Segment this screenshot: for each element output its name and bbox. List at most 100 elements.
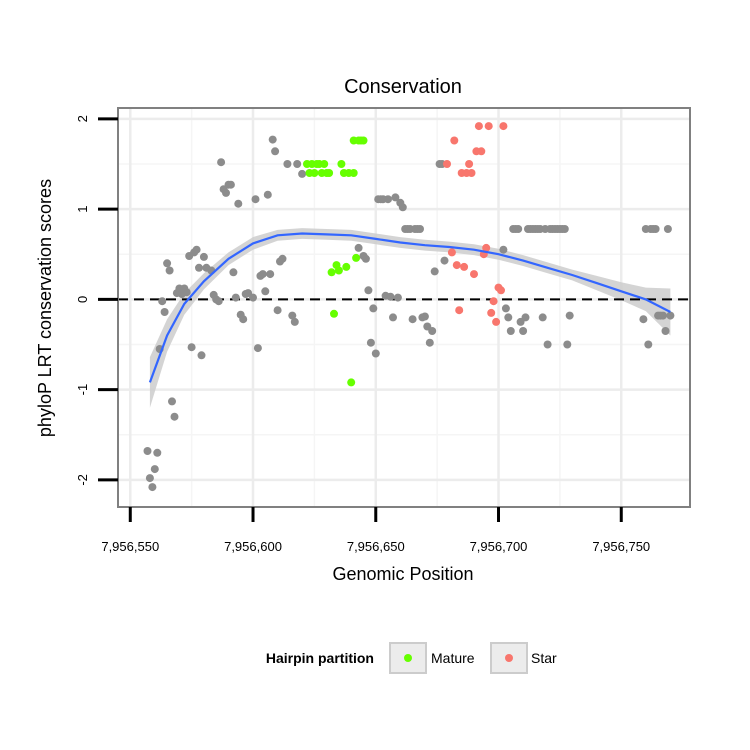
- point-other: [369, 304, 378, 313]
- point-other: [361, 254, 370, 263]
- point-other: [268, 135, 277, 144]
- point-star: [467, 169, 476, 177]
- point-other: [384, 195, 392, 204]
- point-mature: [325, 169, 334, 177]
- point-other: [521, 313, 530, 322]
- point-other: [506, 327, 515, 335]
- point-other: [214, 297, 223, 306]
- point-mature: [352, 253, 361, 262]
- point-mature: [327, 268, 336, 277]
- point-other: [560, 225, 569, 233]
- point-star: [499, 122, 508, 131]
- y-tick-label: 2: [75, 115, 90, 122]
- x-tick-label: 7,956,750: [592, 539, 650, 554]
- chart-title: Conservation: [344, 76, 462, 98]
- point-other: [239, 315, 248, 324]
- point-other: [253, 344, 262, 353]
- point-other: [158, 297, 167, 306]
- point-mature: [359, 136, 368, 145]
- point-other: [222, 188, 230, 197]
- point-other: [153, 448, 162, 457]
- point-other: [293, 160, 302, 168]
- point-mature: [334, 266, 343, 275]
- point-other: [273, 306, 282, 315]
- point-other: [160, 308, 169, 316]
- point-other: [192, 245, 201, 254]
- point-star: [470, 270, 478, 279]
- point-other: [170, 412, 179, 421]
- point-mature: [337, 160, 346, 168]
- point-star: [487, 308, 496, 317]
- point-star: [484, 122, 493, 131]
- point-other: [440, 256, 449, 265]
- point-other: [150, 465, 159, 474]
- point-other: [644, 340, 653, 349]
- legend-key-star-icon: [505, 654, 513, 662]
- point-other: [288, 311, 297, 320]
- y-axis-label: phyloP LRT conservation scores: [35, 179, 55, 437]
- point-other: [195, 263, 203, 272]
- legend: Hairpin partition Mature Star: [266, 642, 557, 674]
- point-other: [391, 193, 400, 202]
- point-mature: [320, 160, 329, 168]
- point-other: [229, 268, 238, 277]
- point-other: [408, 315, 417, 324]
- point-other: [666, 311, 675, 320]
- point-other: [263, 190, 272, 199]
- point-other: [661, 327, 670, 335]
- point-other: [168, 397, 176, 406]
- point-other: [283, 160, 292, 168]
- point-other: [563, 340, 572, 349]
- point-star: [460, 262, 469, 271]
- point-star: [447, 248, 456, 257]
- point-star: [455, 306, 464, 315]
- point-other: [290, 317, 299, 326]
- point-other: [651, 225, 660, 233]
- point-other: [428, 327, 437, 335]
- point-star: [477, 147, 486, 156]
- point-star: [482, 243, 491, 252]
- point-star: [443, 160, 451, 168]
- point-star: [465, 160, 474, 168]
- point-other: [538, 313, 547, 322]
- point-other: [565, 311, 574, 320]
- point-other: [182, 288, 191, 297]
- point-other: [420, 312, 429, 321]
- point-mature: [349, 169, 358, 177]
- point-other: [298, 169, 307, 178]
- point-other: [197, 351, 206, 360]
- point-other: [430, 267, 439, 276]
- point-other: [231, 293, 240, 302]
- point-star: [474, 122, 483, 131]
- x-tick-label: 7,956,700: [470, 539, 528, 554]
- y-tick-label: -1: [75, 384, 90, 396]
- point-other: [145, 474, 154, 483]
- point-other: [519, 327, 528, 335]
- point-other: [639, 315, 648, 324]
- point-other: [258, 270, 267, 279]
- y-tick-label: 0: [75, 296, 90, 303]
- point-mature: [347, 378, 356, 387]
- smooth-line: [148, 232, 671, 383]
- axes: 7,956,550 7,956,600 7,956,650 7,956,700 7,95…: [75, 115, 650, 554]
- plot-border: [117, 107, 691, 508]
- point-other: [251, 195, 260, 204]
- point-mature: [342, 262, 351, 271]
- point-other: [234, 199, 243, 208]
- point-other: [499, 245, 508, 254]
- legend-title: Hairpin partition: [266, 650, 374, 666]
- point-other: [148, 483, 157, 492]
- point-other: [366, 338, 375, 347]
- smooth-line-layer: [148, 232, 671, 383]
- point-other: [266, 270, 275, 279]
- point-other: [226, 180, 235, 189]
- x-axis-label: Genomic Position: [332, 564, 473, 584]
- point-star: [492, 317, 501, 326]
- legend-key-mature-icon: [404, 654, 412, 662]
- point-other: [217, 158, 226, 167]
- point-other: [543, 340, 552, 349]
- point-other: [199, 252, 208, 261]
- point-other: [425, 338, 434, 347]
- point-other: [371, 349, 380, 358]
